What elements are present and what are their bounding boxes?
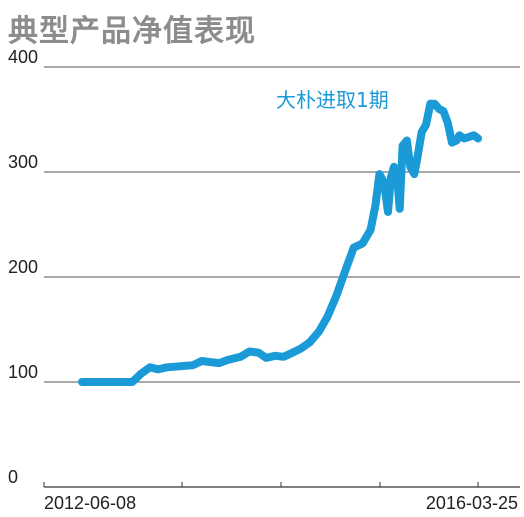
y-tick-label: 200 — [8, 257, 38, 277]
y-tick-label: 0 — [8, 467, 18, 487]
y-tick-label: 400 — [8, 47, 38, 67]
x-axis: 2012-06-08 2016-03-25 — [43, 482, 520, 513]
series-lines — [78, 99, 482, 386]
series-labels: 大朴进取1期 — [276, 88, 389, 112]
x-tick-label: 2012-06-08 — [44, 493, 136, 513]
series-line — [78, 99, 482, 386]
y-tick-label: 300 — [8, 152, 38, 172]
x-tick-label: 2016-03-25 — [426, 493, 518, 513]
series-label: 大朴进取1期 — [276, 88, 389, 112]
y-tick-label: 100 — [8, 362, 38, 382]
chart-title: 典型产品净值表现 — [8, 14, 256, 49]
y-tick-labels: 0 100 200 300 400 — [8, 47, 38, 487]
